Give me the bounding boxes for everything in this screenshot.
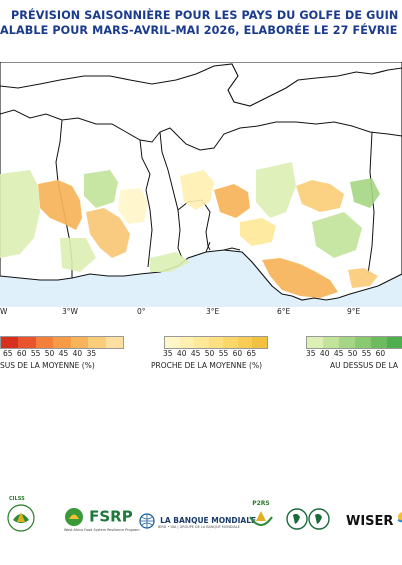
- legend-above-caption: AU DESSUS DE LA: [330, 361, 399, 370]
- lon-tick-5: 6°E: [277, 307, 291, 316]
- lon-tick-6: 9°E: [347, 307, 361, 316]
- legend-below-values: 65 60 55 50 45 40 35: [3, 349, 97, 358]
- title-line-2: ALABLE POUR MARS-AVRIL-MAI 2026, ELABORÉ…: [0, 24, 398, 37]
- legend-below-colorbar: [0, 336, 124, 349]
- legend-above-values: 35 40 45 50 55 60: [306, 349, 386, 358]
- lon-tick-1: W: [0, 307, 8, 316]
- map-title: PRÉVISION SAISONNIÈRE POUR LES PAYS DU G…: [0, 0, 402, 40]
- legend-normal-colorbar: [164, 336, 268, 349]
- p2rs-logo: P2RS: [246, 500, 276, 534]
- legend-below-caption: SUS DE LA MOYENNE (%): [0, 361, 95, 370]
- wiser-logo: WISER: [346, 510, 402, 529]
- afdb-logo: [286, 508, 330, 534]
- northern-border: [0, 63, 402, 107]
- title-line-1: PRÉVISION SAISONNIÈRE POUR LES PAYS DU G…: [11, 9, 399, 22]
- forecast-map: [0, 62, 402, 307]
- banque-mondiale-logo: LA BANQUE MONDIALE BIRD • IDA | GROUPE D…: [139, 510, 256, 529]
- legend-normal-caption: PROCHE DE LA MOYENNE (%): [151, 361, 263, 370]
- legend-normal-values: 35 40 45 50 55 60 65: [163, 349, 257, 358]
- partner-logos: CILSS FSRP West Africa Food System Resil…: [0, 492, 402, 540]
- forecast-above-normal: [0, 162, 380, 272]
- forecast-below-normal: [38, 180, 378, 298]
- forecast-normal: [118, 170, 276, 246]
- legend-above-colorbar: [306, 336, 402, 349]
- cilss-logo: CILSS: [4, 496, 38, 534]
- fsrp-logo: FSRP West Africa Food System Resilience …: [64, 507, 140, 532]
- lon-tick-4: 3°E: [206, 307, 220, 316]
- lon-tick-2: 3°W: [62, 307, 78, 316]
- lon-tick-3: 0°: [137, 307, 146, 316]
